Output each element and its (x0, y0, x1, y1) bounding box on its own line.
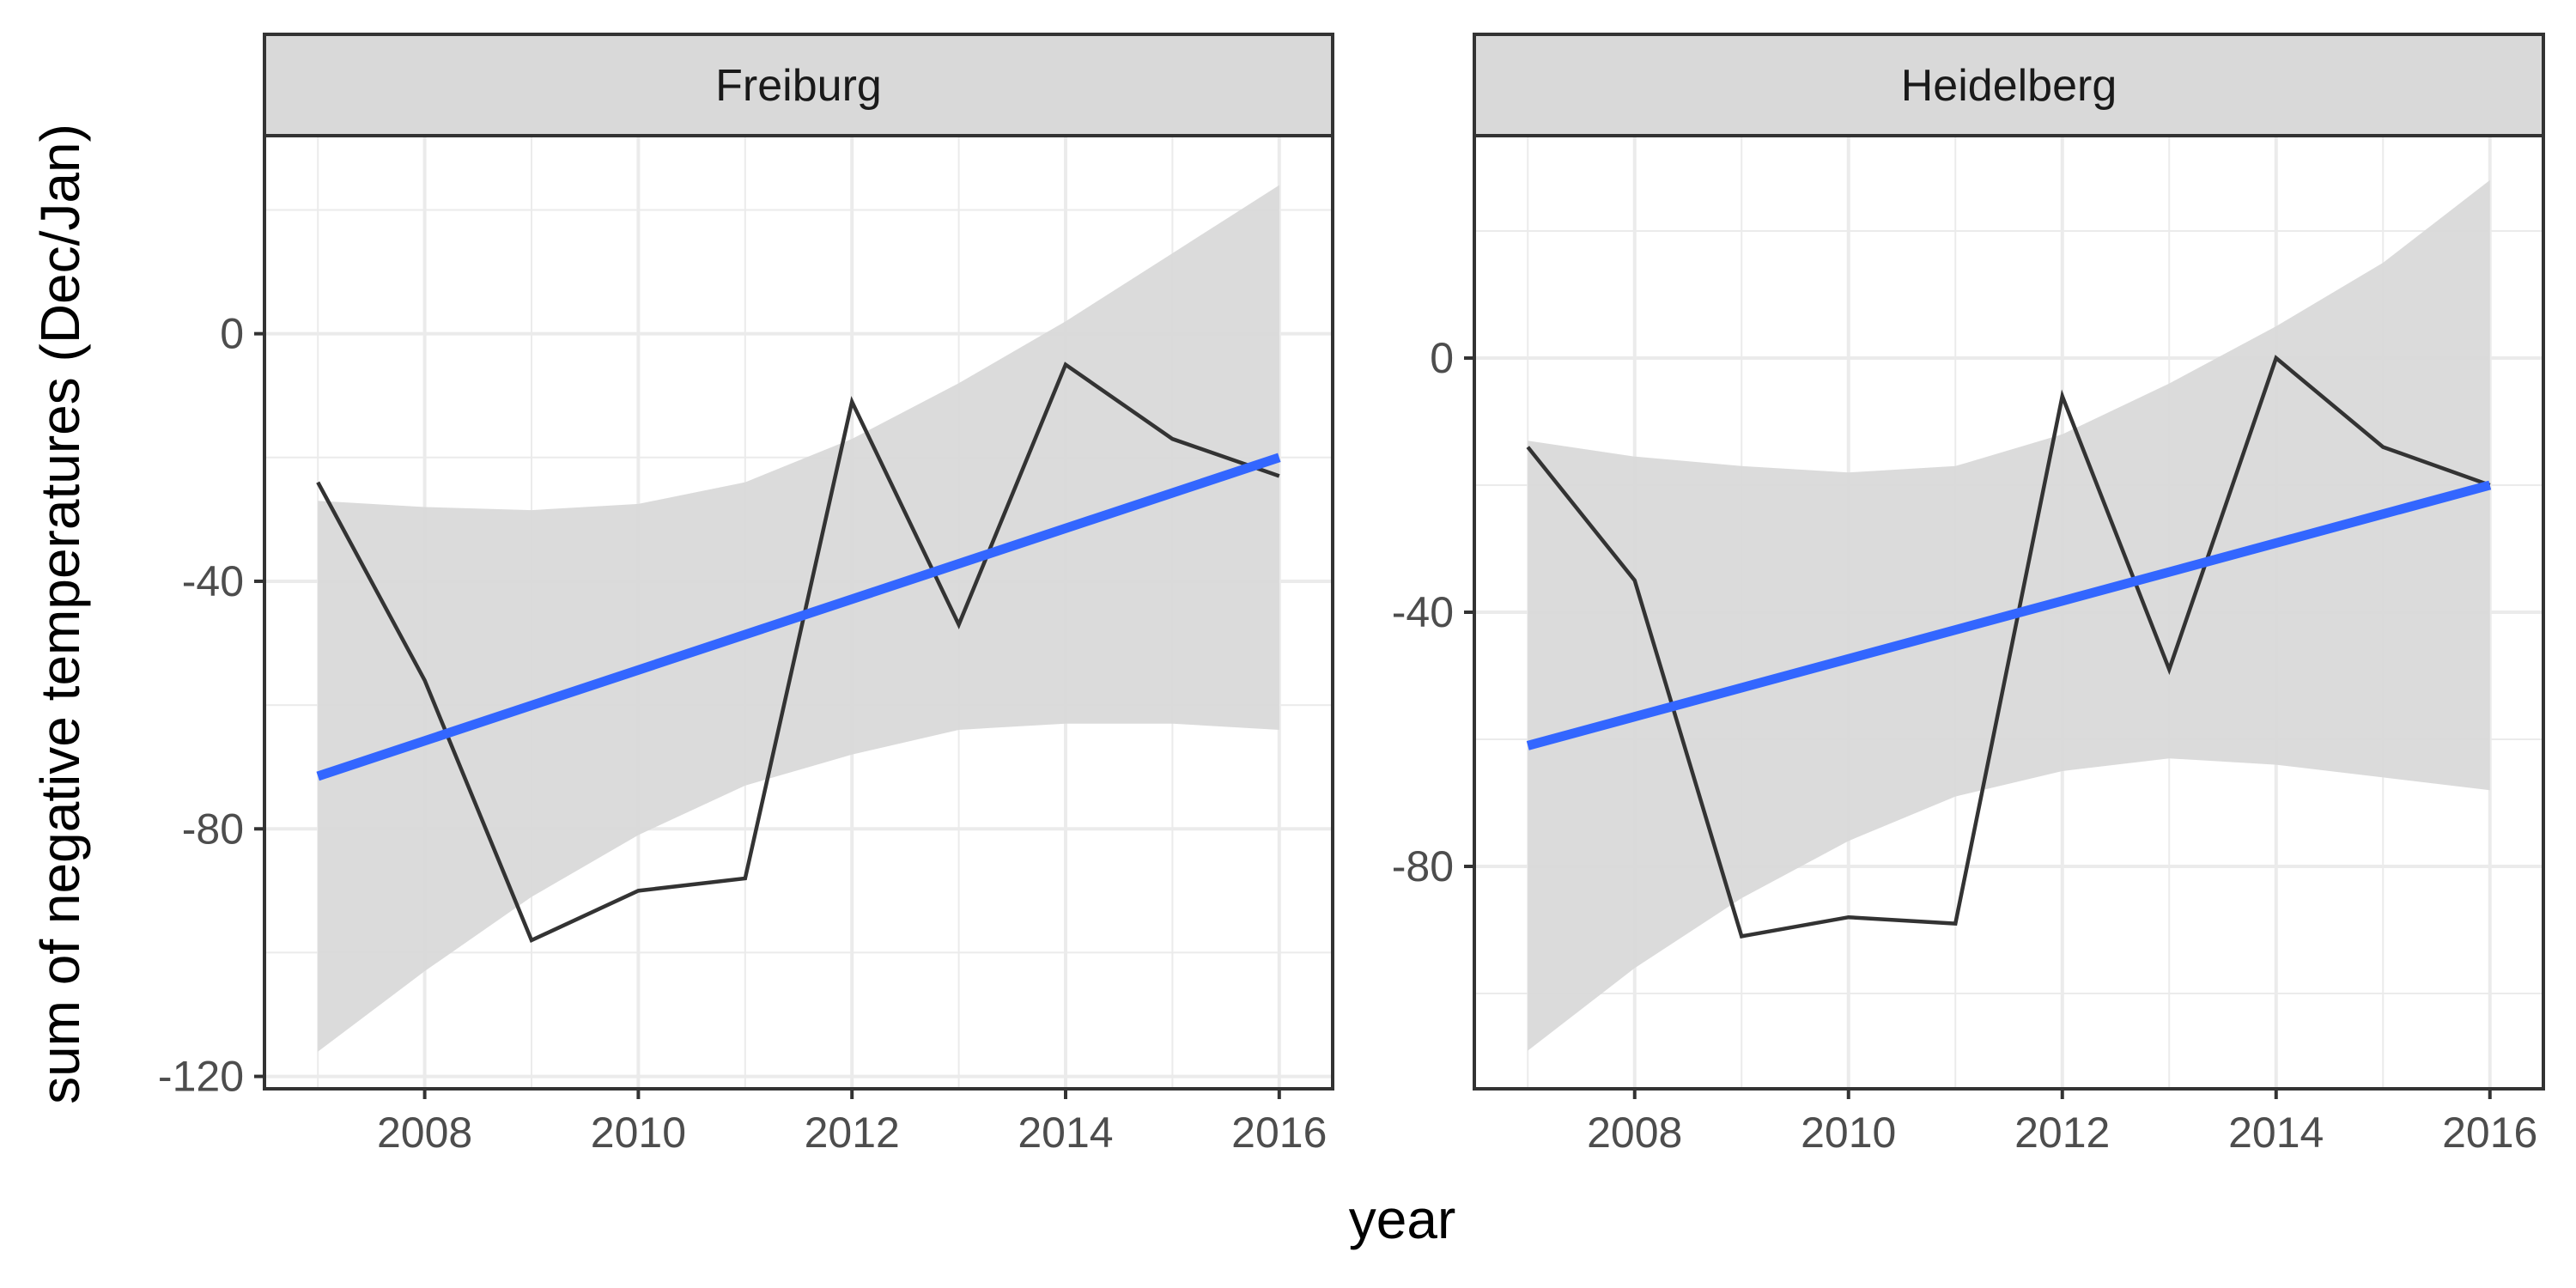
x-tick-label: 2010 (591, 1109, 686, 1157)
y-tick-label: 0 (1430, 334, 1454, 382)
x-tick-label: 2014 (1018, 1109, 1113, 1157)
x-tick-label: 2012 (805, 1109, 900, 1157)
y-tick-label: -40 (1392, 588, 1454, 636)
y-tick-label: -40 (182, 557, 244, 605)
trend-line (316, 453, 1281, 781)
trend-line (1526, 480, 2492, 750)
observed-line (1526, 355, 2491, 939)
x-tick-label: 2014 (2228, 1109, 2324, 1157)
facet-strip-label: Heidelberg (1901, 61, 2117, 111)
facet-strip (263, 33, 1334, 137)
panel-freiburg: Freiburg 2008 2010 2012 2014 2016 0 -40 -80 -120 (158, 33, 1334, 1157)
x-tick-label: 2016 (2442, 1109, 2537, 1157)
x-tick-label: 2010 (1801, 1109, 1896, 1157)
y-axis-title: sum of negative temperatures (Dec/Jan) (29, 124, 91, 1104)
x-tick-label: 2012 (2014, 1109, 2110, 1157)
observed-line (316, 361, 1280, 944)
facet-strip (1473, 33, 2545, 137)
y-tick-label: -120 (158, 1053, 244, 1101)
x-tick-label: 2016 (1231, 1109, 1327, 1157)
panel-heidelberg: Heidelberg 2008 2010 2012 2014 2016 0 -40 -80 (1392, 33, 2545, 1157)
x-tick-label: 2008 (377, 1109, 472, 1157)
x-axis-title: year (1349, 1188, 1456, 1250)
y-tick-label: -80 (182, 805, 244, 853)
facet-strip-label: Freiburg (715, 61, 882, 111)
panel-border (263, 134, 1334, 1091)
x-tick-label: 2008 (1587, 1109, 1682, 1157)
y-tick-label: -80 (1392, 842, 1454, 890)
y-tick-label: 0 (220, 310, 244, 358)
